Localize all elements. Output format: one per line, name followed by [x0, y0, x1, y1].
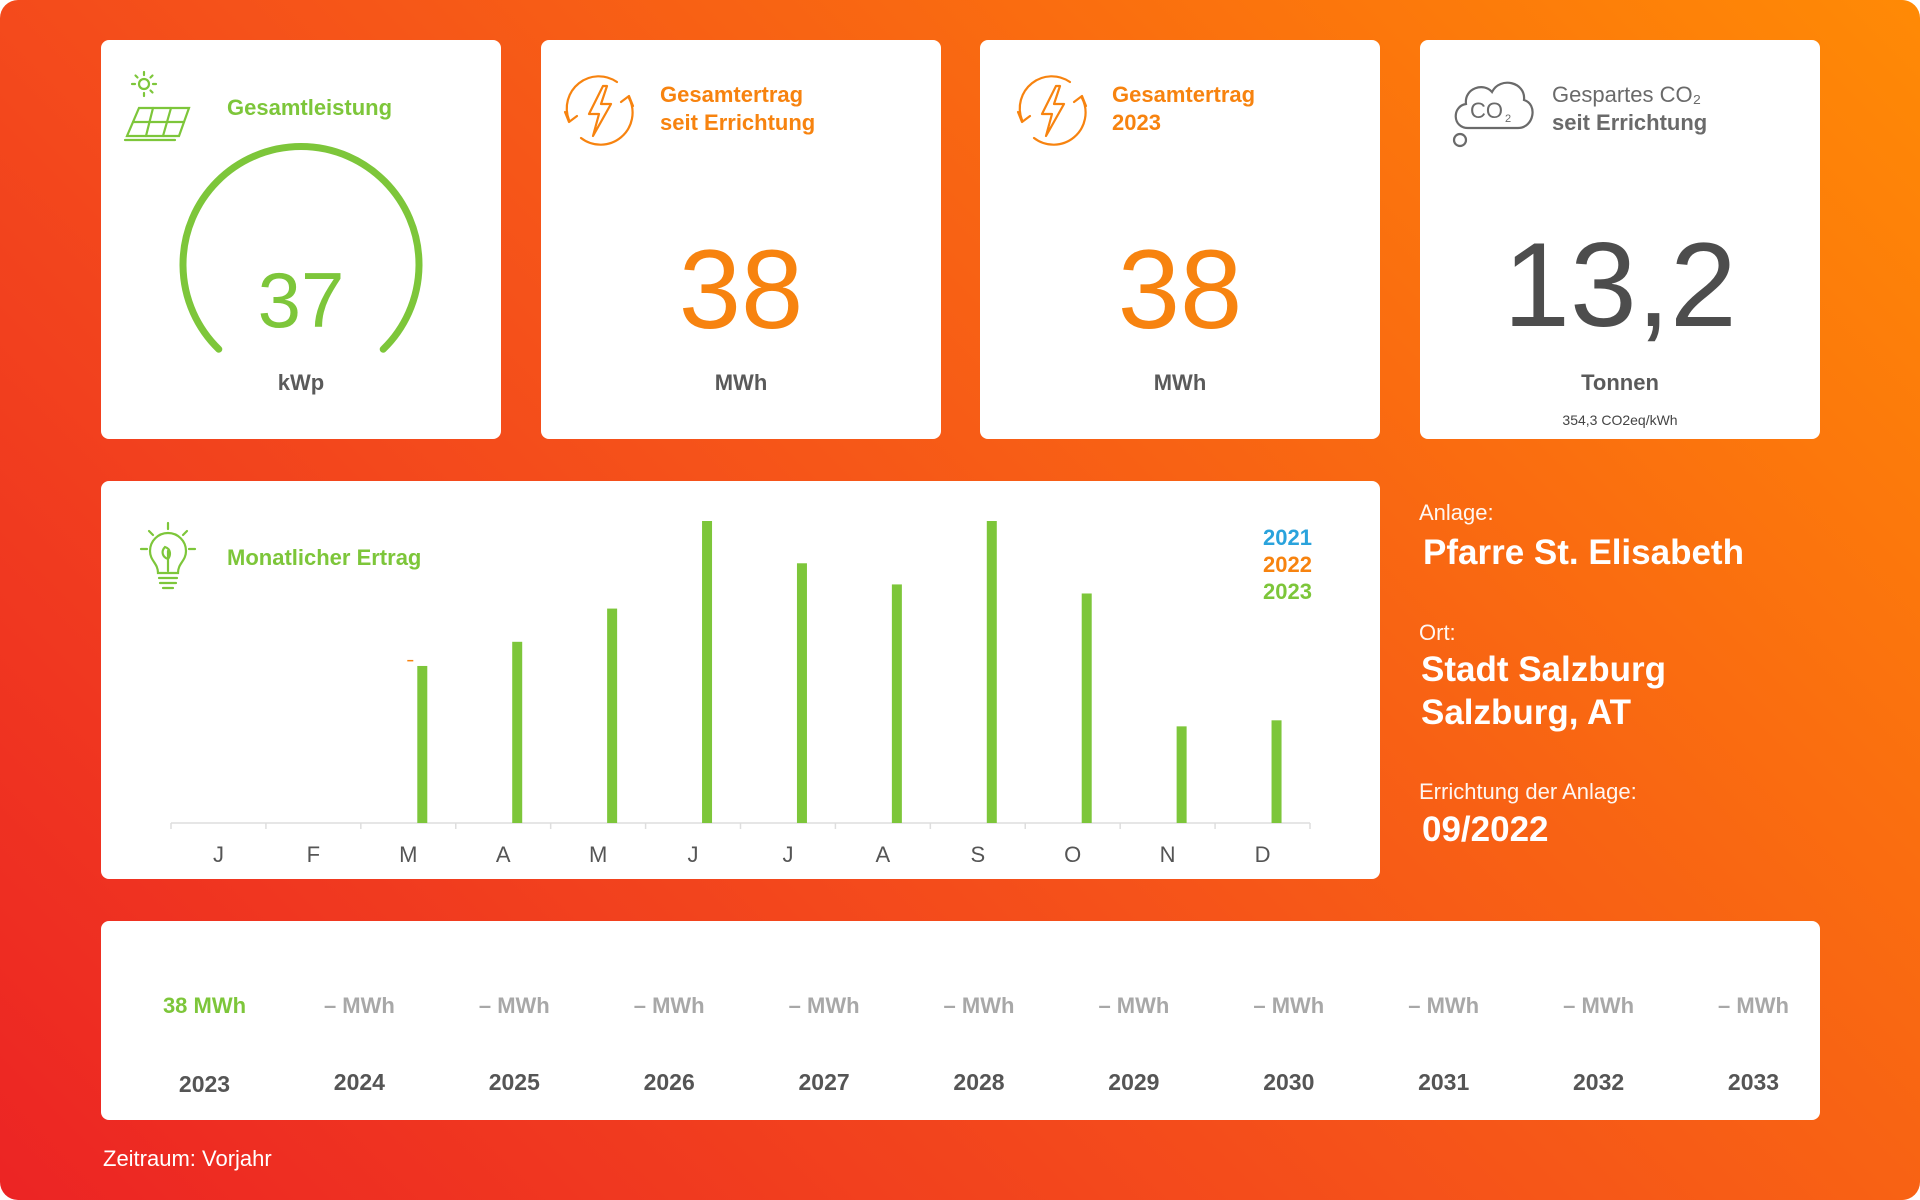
co2-cloud-icon: CO 2 — [1452, 81, 1534, 148]
x-tick-label: A — [496, 842, 511, 867]
bar-2023-s-8 — [986, 521, 997, 823]
x-tick-label: O — [1064, 842, 1081, 867]
year-label: 2028 — [953, 1069, 1005, 1095]
chart-title: Monatlicher Ertrag — [227, 545, 422, 570]
legend-2023: 2023 — [1263, 579, 1312, 604]
kpi-value: 37 — [257, 256, 345, 344]
year-label: 2029 — [1108, 1069, 1160, 1095]
anlage-label: Anlage: — [1419, 500, 1494, 525]
year-label: 2030 — [1263, 1069, 1315, 1095]
kpi-value: 38 — [678, 227, 804, 352]
kpi-value: 38 — [1117, 227, 1243, 352]
year-label: 2026 — [643, 1069, 695, 1095]
x-tick-label: A — [876, 842, 891, 867]
x-tick-label: J — [782, 842, 793, 867]
kpi-title: Gesamtleistung — [227, 95, 393, 120]
x-tick-label: J — [213, 842, 224, 867]
year-label: 2031 — [1418, 1069, 1470, 1095]
year-yield-value: – MWh — [1408, 993, 1480, 1018]
kpi-title-line2: seit Errichtung — [660, 110, 816, 135]
x-tick-label: D — [1255, 842, 1271, 867]
x-tick-label: F — [307, 842, 320, 867]
errichtung-label: Errichtung der Anlage: — [1419, 779, 1637, 804]
kpi-title: Gespartes CO₂ seit Errichtung — [1552, 81, 1707, 137]
energy-cycle-icon — [1016, 75, 1088, 146]
bar-2023-o-9 — [1081, 593, 1092, 823]
x-tick-label: J — [688, 842, 699, 867]
kpi-footnote: 354,3 CO2eq/kWh — [1562, 412, 1678, 428]
anlage-value: Pfarre St. Elisabeth — [1423, 533, 1744, 572]
legend-2022: 2022 — [1263, 552, 1312, 577]
year-yield-value: 38 MWh — [162, 993, 247, 1018]
year-label: 2033 — [1727, 1069, 1780, 1095]
kpi-card-total-yield: Gesamtertrag seit Errichtung 38 MWh — [541, 40, 941, 439]
year-label: 2032 — [1573, 1069, 1625, 1095]
ort-line2: Salzburg, AT — [1421, 693, 1631, 732]
year-yield-value: – MWh — [633, 993, 705, 1018]
bar-2023-j-6 — [796, 563, 807, 823]
energy-cycle-icon — [563, 75, 635, 146]
bar-2022-m-2 — [407, 659, 414, 662]
year-label: 2025 — [488, 1069, 540, 1095]
ort-label: Ort: — [1419, 620, 1456, 645]
bar-2023-j-5 — [702, 521, 713, 823]
gauge — [179, 143, 423, 353]
monthly-yield-card: Monatlicher Ertrag 2021 2022 2023 J F M A M J… — [101, 481, 1380, 879]
year-label: 2023 — [178, 1071, 231, 1097]
kpi-title: Gesamtertrag 2023 — [1112, 81, 1255, 137]
bar-2023-a-3 — [512, 641, 523, 823]
ort-line1: Stadt Salzburg — [1421, 650, 1667, 689]
kpi-title: Gesamtertrag seit Errichtung — [660, 81, 815, 137]
kpi-card-total-power: Gesamtleistung 37 kWp — [101, 40, 501, 439]
kpi-unit: kWp — [277, 370, 325, 395]
kpi-card-co2-saved: CO 2 Gespartes CO₂ seit Errichtung 13,2 … — [1420, 40, 1820, 439]
kpi-unit: MWh — [1153, 370, 1207, 395]
gauge-arc — [179, 143, 423, 353]
x-tick-label: N — [1160, 842, 1176, 867]
x-tick-label: M — [399, 842, 417, 867]
legend-2021: 2021 — [1263, 525, 1312, 550]
lightbulb-icon — [139, 521, 197, 590]
year-yield-value: – MWh — [1253, 993, 1325, 1018]
bar-2023-m-2 — [417, 665, 428, 823]
year-yield-value: – MWh — [323, 993, 395, 1018]
x-tick-label: S — [970, 842, 985, 867]
year-yield-value: – MWh — [478, 993, 550, 1018]
kpi-title-line1: Gesamtertrag — [1112, 82, 1256, 107]
period-note: Zeitraum: Vorjahr — [103, 1146, 272, 1171]
kpi-value: 13,2 — [1503, 218, 1737, 352]
bar-2023-m-4 — [607, 608, 618, 823]
year-label: 2024 — [333, 1069, 385, 1095]
kpi-title-line2: 2023 — [1112, 110, 1161, 135]
kpi-card-yield-year: Gesamtertrag 2023 38 MWh — [980, 40, 1380, 439]
year-yield-value: – MWh — [1718, 993, 1789, 1018]
year-label: 2027 — [798, 1069, 850, 1095]
kpi-unit: MWh — [714, 370, 768, 395]
bar-2023-n-10 — [1176, 726, 1187, 823]
kpi-unit: Tonnen — [1581, 370, 1659, 395]
x-tick-label: M — [589, 842, 607, 867]
solar-panel-icon — [123, 70, 191, 142]
errichtung-value: 09/2022 — [1422, 810, 1549, 849]
bar-2023-a-7 — [891, 584, 902, 823]
svg-text:2: 2 — [1505, 113, 1511, 125]
kpi-title-line1: Gesamtertrag — [660, 82, 804, 107]
year-yield-value: – MWh — [788, 993, 860, 1018]
kpi-title-line2: seit Errichtung — [1552, 110, 1708, 135]
year-yield-value: – MWh — [943, 993, 1015, 1018]
yearly-yield-card: 38 MWh 2023 – MWh 2024 – MWh 2025 – MWh 2026 – M… — [101, 921, 1820, 1120]
year-yield-value: – MWh — [1098, 993, 1170, 1018]
svg-text:CO: CO — [1470, 98, 1503, 123]
bar-2023-d-11 — [1271, 720, 1282, 823]
year-yield-value: – MWh — [1563, 993, 1635, 1018]
kpi-title-line1: Gespartes CO₂ — [1552, 82, 1702, 107]
